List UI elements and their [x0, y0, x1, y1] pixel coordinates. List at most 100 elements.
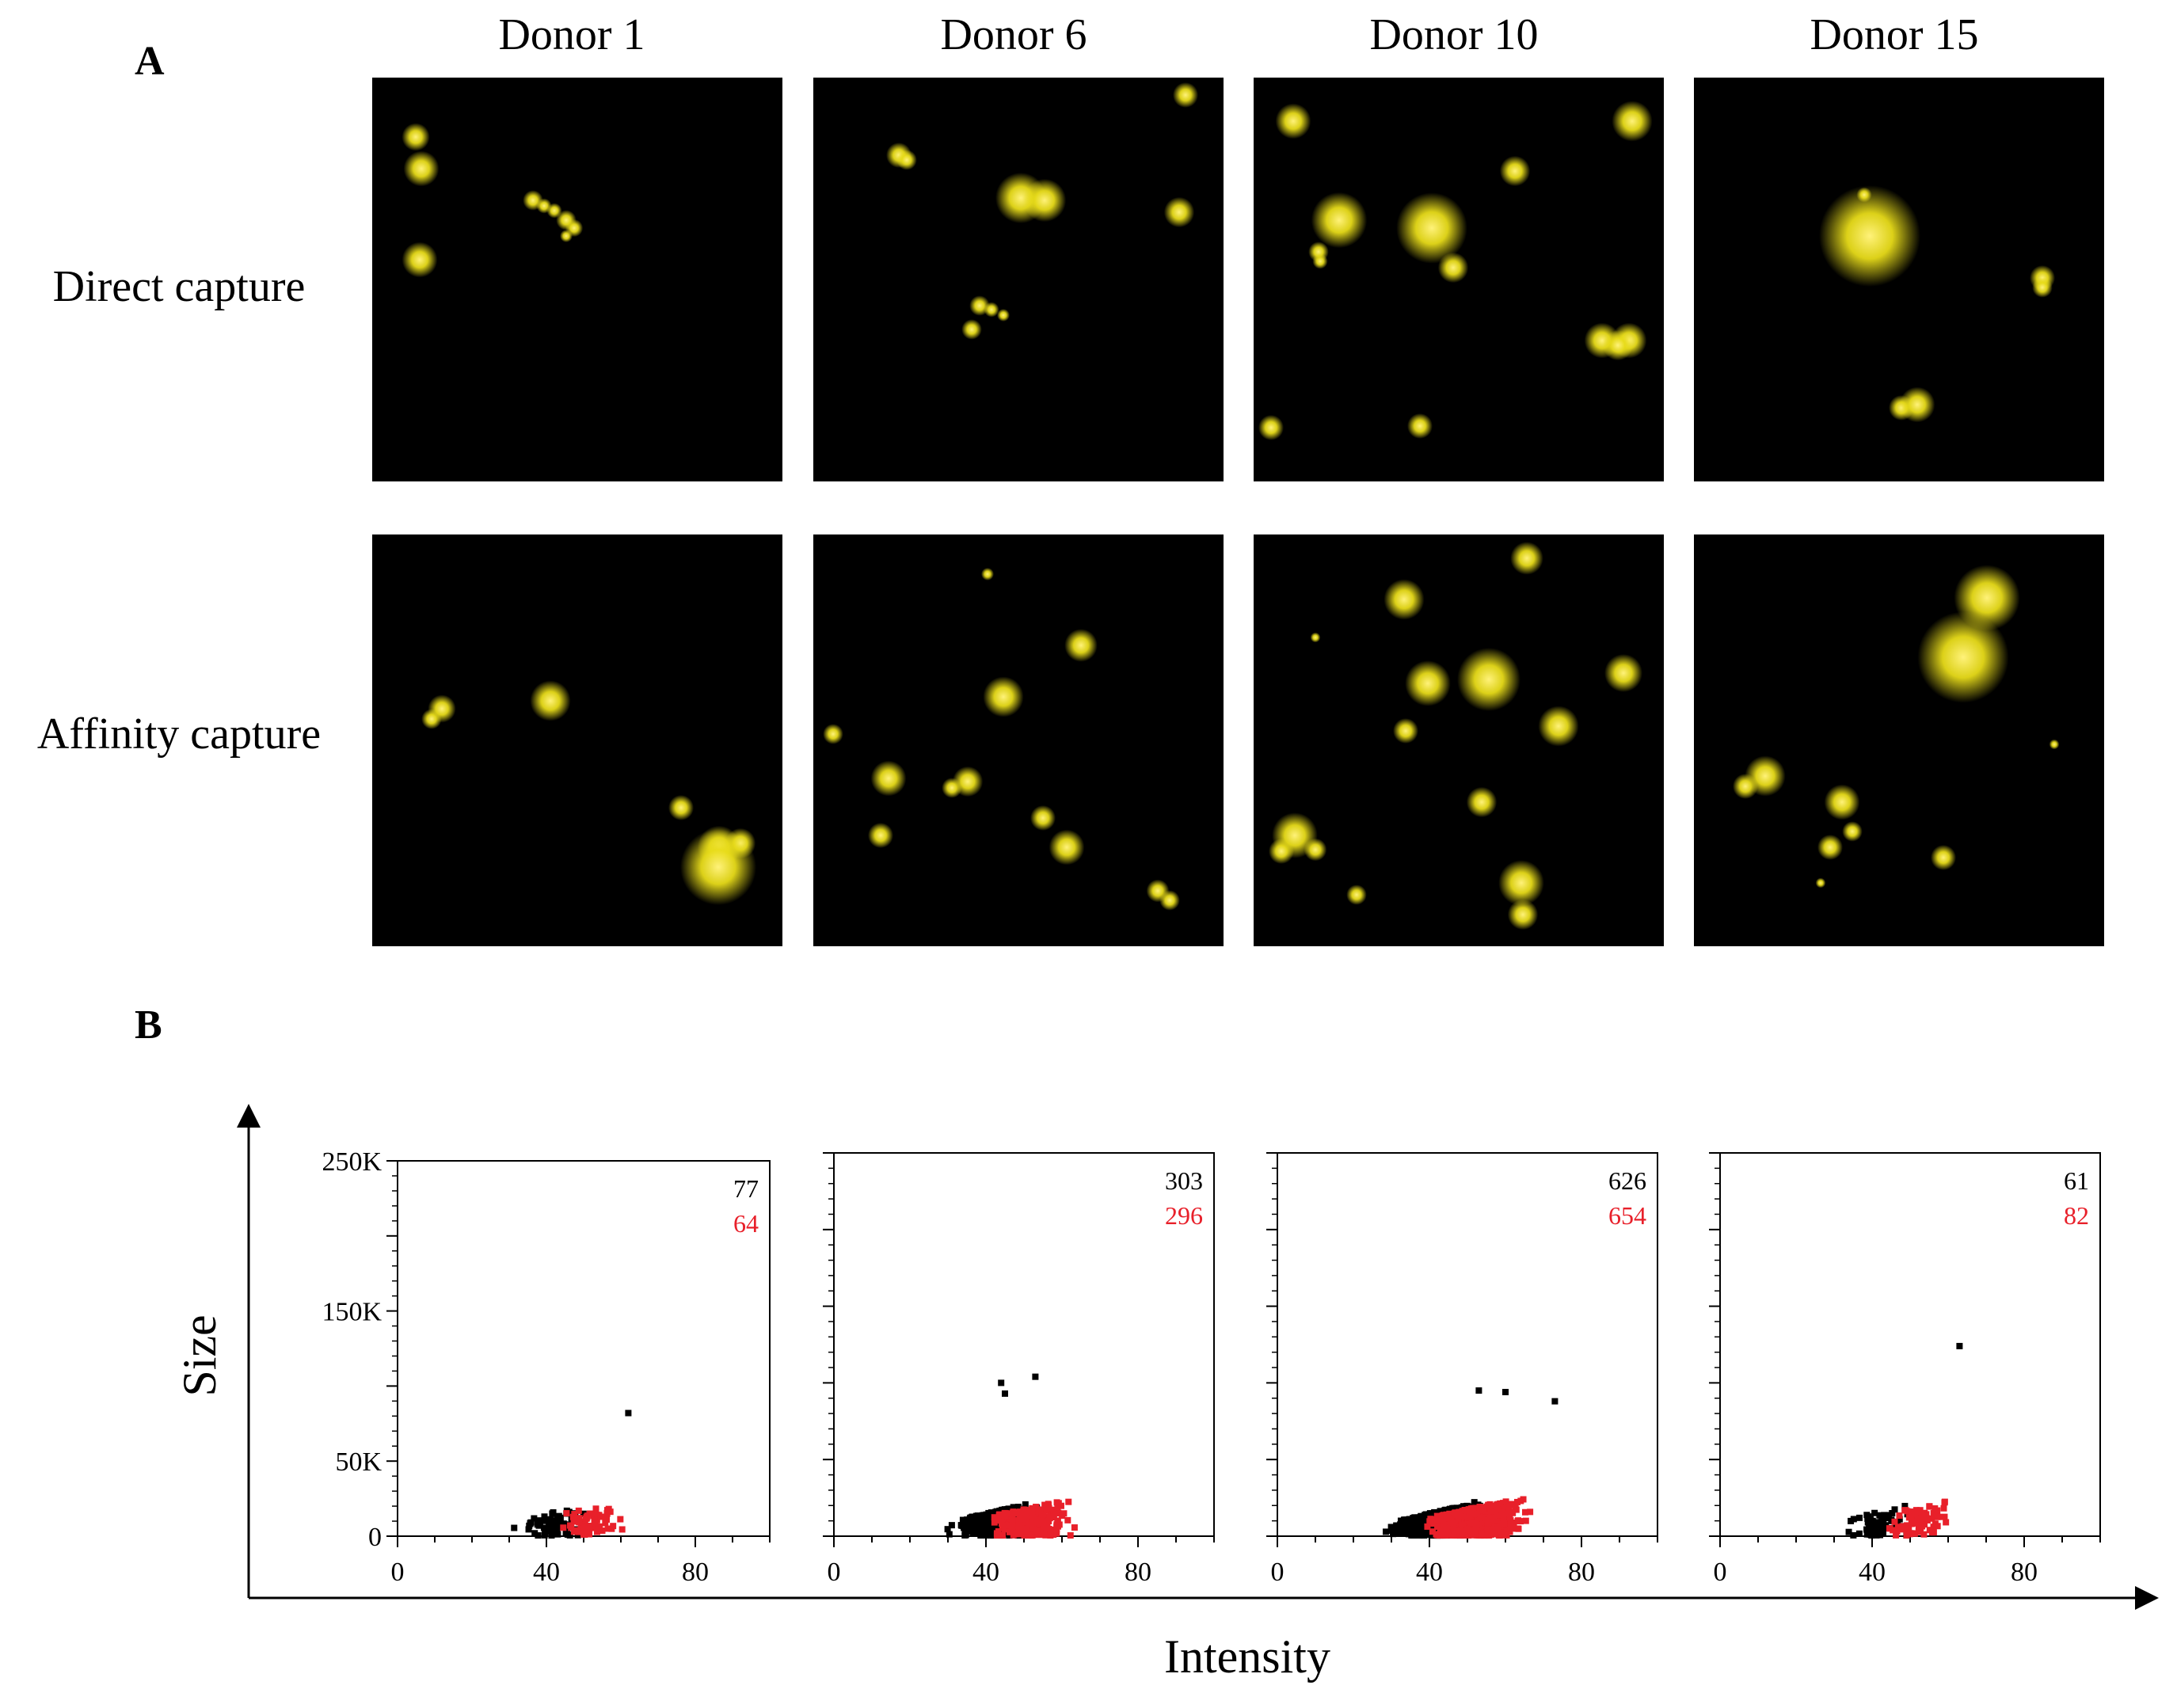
fluorescent-spot: [1275, 103, 1311, 139]
red-point: [1427, 1516, 1434, 1523]
black-point: [1401, 1516, 1408, 1524]
red-point: [1040, 1520, 1047, 1527]
x-tick-label: 40: [972, 1558, 999, 1587]
red-point: [1011, 1531, 1018, 1538]
y-tick-label: 250K: [322, 1147, 382, 1177]
scatter-plot-donor-10: 0 40 80 626 654: [1266, 1152, 1658, 1587]
red-point: [1886, 1525, 1893, 1532]
fluorescent-spot: [1022, 178, 1067, 223]
red-point: [1015, 1531, 1022, 1538]
red-point: [1506, 1528, 1513, 1535]
red-point: [1520, 1496, 1527, 1503]
red-point: [602, 1520, 609, 1527]
black-point: [1415, 1531, 1422, 1539]
black-point: [625, 1409, 632, 1417]
red-point: [1034, 1506, 1041, 1513]
fluorescent-spot: [1824, 784, 1860, 820]
black-point: [550, 1519, 558, 1526]
micrograph-affinity-donor-10: [1254, 534, 1664, 946]
red-point: [1015, 1523, 1022, 1530]
red-point: [1429, 1528, 1436, 1535]
fluorescent-spot: [1030, 805, 1056, 831]
fluorescent-spot: [1173, 82, 1198, 108]
x-tick-label: 80: [2011, 1558, 2038, 1587]
red-point: [581, 1529, 588, 1536]
micrograph-affinity-donor-15: [1694, 534, 2104, 946]
red-point: [1041, 1501, 1049, 1508]
red-point: [1510, 1520, 1517, 1527]
scatter-plot-donor-6: 0 40 80 303 296: [823, 1152, 1215, 1587]
fluorescent-spot: [1507, 899, 1539, 930]
black-point: [974, 1526, 981, 1533]
black-point: [555, 1512, 562, 1520]
red-point: [1040, 1511, 1047, 1518]
red-point: [584, 1513, 591, 1520]
black-point: [961, 1524, 968, 1531]
fluorescent-spot: [981, 568, 994, 580]
black-point: [1022, 1501, 1029, 1508]
black-point: [1397, 1517, 1404, 1524]
black-point: [1874, 1526, 1882, 1533]
red-point: [1484, 1516, 1491, 1524]
count-label-affinity: 654: [1608, 1201, 1646, 1230]
scatter-plot-donor-1: 0 40 80 0 50K 150K 250K 77 64: [322, 1147, 771, 1587]
red-point: [1513, 1525, 1520, 1532]
black-point: [526, 1522, 533, 1529]
fluorescent-spot: [2032, 277, 2053, 298]
black-point: [987, 1516, 994, 1523]
red-point: [1467, 1527, 1474, 1534]
black-point: [550, 1509, 557, 1516]
count-label-affinity: 296: [1165, 1201, 1203, 1230]
red-point: [1903, 1532, 1910, 1539]
fluorescent-spot: [1498, 860, 1544, 906]
red-point: [1928, 1529, 1935, 1536]
red-point: [1030, 1514, 1037, 1521]
red-point: [577, 1525, 584, 1532]
fluorescent-spot: [868, 823, 893, 848]
micrograph-direct-donor-6: [813, 78, 1224, 481]
fluorescent-spot: [530, 680, 571, 721]
red-point: [1522, 1517, 1529, 1524]
red-point: [603, 1509, 611, 1516]
fluorescent-spot: [2049, 739, 2060, 750]
x-tick-label: 80: [1568, 1558, 1595, 1587]
red-point: [1474, 1510, 1481, 1517]
red-point: [1048, 1509, 1055, 1516]
red-point: [1064, 1516, 1071, 1524]
shared-y-axis-title: Size: [173, 1314, 226, 1396]
black-point: [1878, 1517, 1886, 1524]
red-point: [575, 1507, 582, 1514]
black-point: [536, 1519, 543, 1526]
red-point: [1893, 1527, 1901, 1535]
fluorescent-spot: [1163, 196, 1195, 228]
black-point: [1876, 1531, 1883, 1539]
red-point: [572, 1527, 579, 1534]
red-point: [1507, 1517, 1514, 1524]
fluorescent-spot: [1396, 192, 1467, 264]
red-point: [1912, 1509, 1919, 1516]
count-label-affinity: 82: [2064, 1201, 2089, 1230]
fluorescent-spot: [1510, 542, 1543, 575]
red-point: [1900, 1526, 1907, 1533]
micrograph-affinity-donor-6: [813, 534, 1224, 946]
red-point: [586, 1510, 593, 1517]
black-point: [961, 1531, 969, 1539]
fluorescent-spot: [1842, 821, 1863, 842]
black-point: [1399, 1530, 1406, 1537]
red-point: [1460, 1532, 1467, 1539]
fluorescent-spot: [1612, 101, 1653, 142]
plot-frame: [1277, 1152, 1658, 1537]
red-point: [1060, 1510, 1068, 1517]
black-point: [1441, 1508, 1448, 1515]
fluorescent-spot: [1258, 415, 1284, 440]
red-point: [996, 1532, 1003, 1539]
red-point: [1480, 1504, 1487, 1512]
red-point: [1472, 1525, 1479, 1532]
red-point: [1001, 1526, 1008, 1533]
red-point: [597, 1513, 604, 1520]
red-point: [1920, 1531, 1928, 1538]
red-point: [576, 1515, 583, 1522]
red-point: [1499, 1508, 1506, 1516]
fluorescent-spots: [421, 680, 756, 905]
red-point: [1476, 1507, 1483, 1514]
